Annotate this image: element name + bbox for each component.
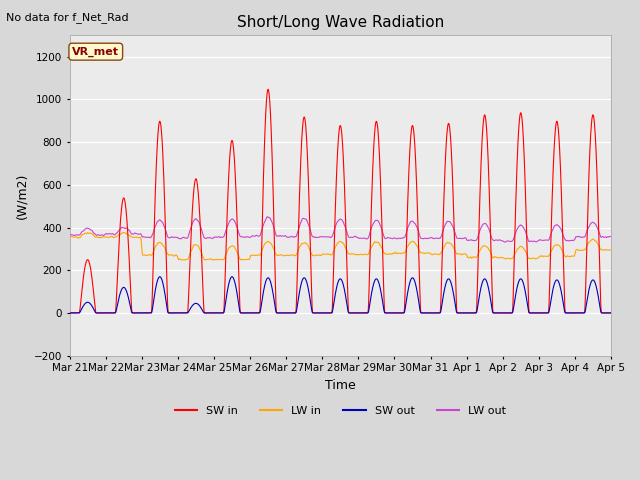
Legend: SW in, LW in, SW out, LW out: SW in, LW in, SW out, LW out	[170, 402, 510, 420]
Y-axis label: (W/m2): (W/m2)	[15, 172, 28, 219]
Text: VR_met: VR_met	[72, 47, 119, 57]
Title: Short/Long Wave Radiation: Short/Long Wave Radiation	[237, 15, 444, 30]
X-axis label: Time: Time	[325, 379, 356, 392]
Text: No data for f_Net_Rad: No data for f_Net_Rad	[6, 12, 129, 23]
